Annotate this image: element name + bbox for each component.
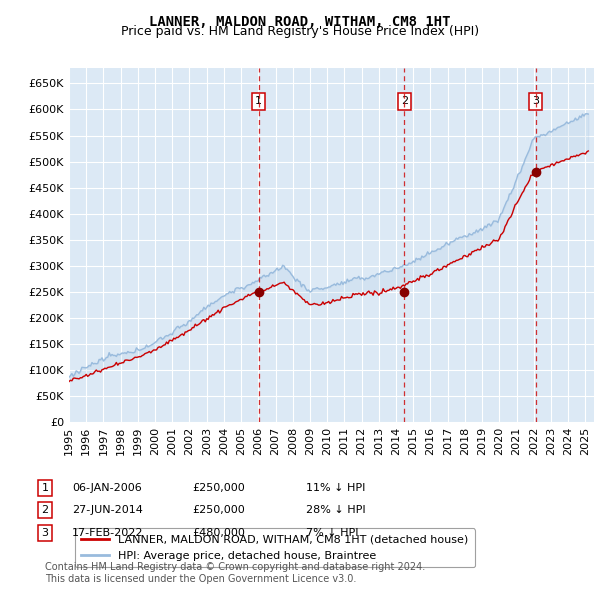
Text: 3: 3 — [532, 97, 539, 106]
Text: 11% ↓ HPI: 11% ↓ HPI — [306, 483, 365, 493]
Text: 1: 1 — [41, 483, 49, 493]
Text: £480,000: £480,000 — [192, 528, 245, 537]
Text: 1: 1 — [255, 97, 262, 106]
Text: 2: 2 — [41, 506, 49, 515]
Text: £250,000: £250,000 — [192, 483, 245, 493]
Legend: LANNER, MALDON ROAD, WITHAM, CM8 1HT (detached house), HPI: Average price, detac: LANNER, MALDON ROAD, WITHAM, CM8 1HT (de… — [74, 528, 475, 567]
Text: 2: 2 — [401, 97, 408, 106]
Text: £250,000: £250,000 — [192, 506, 245, 515]
Text: 27-JUN-2014: 27-JUN-2014 — [72, 506, 143, 515]
Text: 06-JAN-2006: 06-JAN-2006 — [72, 483, 142, 493]
Text: Price paid vs. HM Land Registry's House Price Index (HPI): Price paid vs. HM Land Registry's House … — [121, 25, 479, 38]
Text: Contains HM Land Registry data © Crown copyright and database right 2024.
This d: Contains HM Land Registry data © Crown c… — [45, 562, 425, 584]
Text: 7% ↓ HPI: 7% ↓ HPI — [306, 528, 359, 537]
Text: 17-FEB-2022: 17-FEB-2022 — [72, 528, 143, 537]
Text: 28% ↓ HPI: 28% ↓ HPI — [306, 506, 365, 515]
Text: LANNER, MALDON ROAD, WITHAM, CM8 1HT: LANNER, MALDON ROAD, WITHAM, CM8 1HT — [149, 15, 451, 29]
Text: 3: 3 — [41, 528, 49, 537]
